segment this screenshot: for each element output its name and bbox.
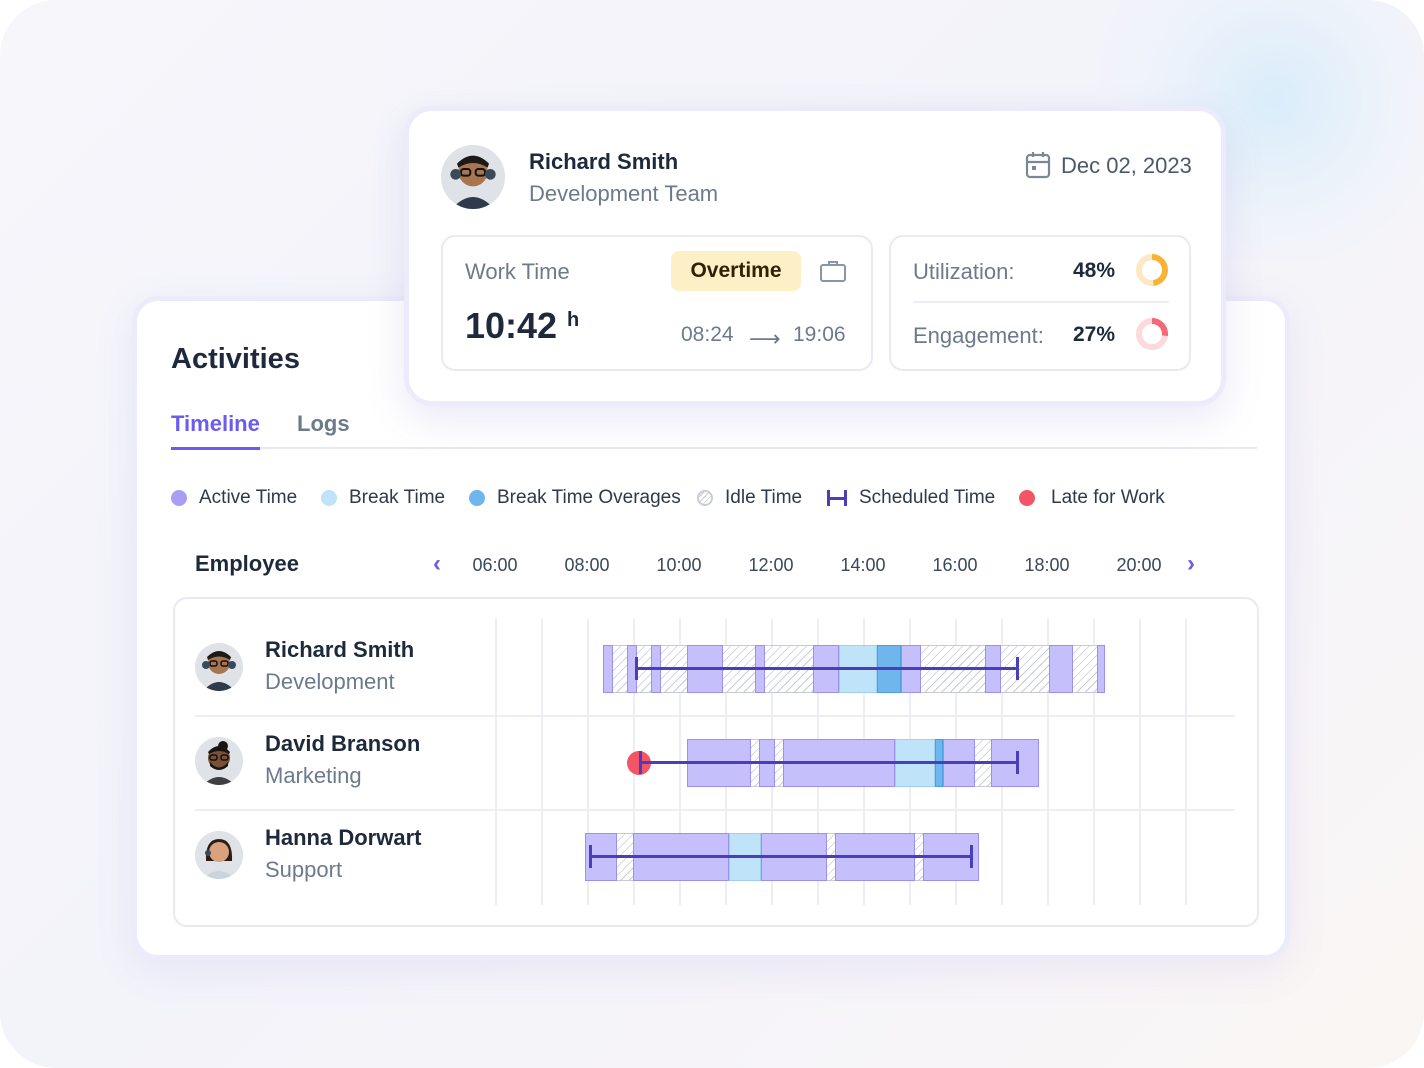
active-time-segment xyxy=(1049,645,1073,693)
employee-name: Richard Smith xyxy=(265,637,415,662)
chevron-right-icon[interactable]: › xyxy=(1187,550,1195,577)
grid-line xyxy=(1047,619,1049,905)
utilization-row: Utilization: 48% xyxy=(913,253,1169,303)
grid-line xyxy=(587,619,589,905)
activities-card: Activities Timeline Logs Active Time Bre… xyxy=(132,296,1290,960)
legend-break-overages: Break Time Overages xyxy=(469,487,681,509)
legend-label: Idle Time xyxy=(725,487,803,508)
employee-department: Development xyxy=(265,669,395,694)
engagement-row: Engagement: 27% xyxy=(913,317,1169,357)
employee-department: Support xyxy=(265,857,343,882)
work-time-box: Work Time Overtime 10:42 h 08:24 ⟶ 19:06 xyxy=(441,235,873,371)
utilization-donut-icon xyxy=(1136,254,1168,286)
timeline-grid: Richard Smith Development xyxy=(173,597,1259,927)
late-for-work-dot-icon xyxy=(1019,490,1035,506)
employee-team: Development Team xyxy=(529,181,719,206)
calendar-icon[interactable] xyxy=(1025,151,1051,179)
scheduled-time-bar xyxy=(589,845,973,868)
grid-line xyxy=(541,619,543,905)
tab-timeline[interactable]: Timeline xyxy=(171,411,260,450)
grid-line xyxy=(1093,619,1095,905)
idle-time-segment xyxy=(1073,645,1097,693)
selected-date[interactable]: Dec 02, 2023 xyxy=(1061,153,1192,178)
grid-line xyxy=(1185,619,1187,905)
legend-idle-time: Idle Time xyxy=(697,487,802,509)
work-time-label: Work Time xyxy=(465,259,570,284)
avatar xyxy=(441,145,505,209)
break-time-dot-icon xyxy=(321,490,337,506)
employee-name: Hanna Dorwart xyxy=(265,825,422,850)
work-time-value: 10:42 xyxy=(465,305,558,346)
break-overages-dot-icon xyxy=(469,490,485,506)
employee-detail-card: Richard Smith Development Team Dec 02, 2… xyxy=(404,106,1226,406)
work-time-unit: h xyxy=(567,309,580,331)
engagement-value: 27% xyxy=(1073,323,1116,346)
employee-name: David Branson xyxy=(265,731,421,756)
work-start-time: 08:24 xyxy=(681,323,734,346)
activities-title: Activities xyxy=(171,343,300,375)
activities-tabs: Timeline Logs xyxy=(171,407,1257,450)
briefcase-icon xyxy=(820,261,846,282)
active-time-segment xyxy=(603,645,613,693)
legend-label: Break Time Overages xyxy=(497,487,681,508)
time-tick: 14:00 xyxy=(840,555,886,575)
avatar xyxy=(195,831,243,879)
active-time-dot-icon xyxy=(171,490,187,506)
utilization-box: Utilization: 48% Engagement: 27% xyxy=(889,235,1191,371)
overtime-badge: Overtime xyxy=(671,251,801,291)
row-divider xyxy=(195,715,1235,717)
scheduled-time-icon xyxy=(827,490,847,506)
tab-logs[interactable]: Logs xyxy=(297,411,350,436)
avatar xyxy=(195,643,243,691)
time-tick: 16:00 xyxy=(932,555,978,575)
chevron-left-icon[interactable]: ‹ xyxy=(433,550,441,577)
legend-active-time: Active Time xyxy=(171,487,297,509)
arrow-right-icon: ⟶ xyxy=(749,326,781,351)
time-tick: 18:00 xyxy=(1024,555,1070,575)
idle-time-dot-icon xyxy=(697,490,713,506)
time-tick: 06:00 xyxy=(472,555,518,575)
employee-department: Marketing xyxy=(265,763,362,788)
engagement-donut-icon xyxy=(1136,318,1168,350)
utilization-label: Utilization: xyxy=(913,259,1015,284)
time-tick: 08:00 xyxy=(564,555,610,575)
scheduled-time-bar xyxy=(635,657,1019,680)
legend-label: Late for Work xyxy=(1051,487,1165,508)
work-end-time: 19:06 xyxy=(793,323,846,346)
avatar xyxy=(195,737,243,785)
grid-line xyxy=(495,619,497,905)
time-tick: 12:00 xyxy=(748,555,794,575)
legend-late-for-work: Late for Work xyxy=(1019,487,1165,509)
time-tick: 20:00 xyxy=(1116,555,1162,575)
employee-column-header: Employee xyxy=(195,551,299,576)
legend-label: Active Time xyxy=(199,487,298,508)
utilization-value: 48% xyxy=(1073,259,1116,282)
scheduled-time-bar xyxy=(639,751,1019,774)
employee-name: Richard Smith xyxy=(529,149,679,174)
legend-break-time: Break Time xyxy=(321,487,445,509)
row-divider xyxy=(195,809,1235,811)
engagement-label: Engagement: xyxy=(913,323,1044,348)
grid-line xyxy=(1139,619,1141,905)
idle-time-segment xyxy=(613,645,627,693)
legend-label: Break Time xyxy=(349,487,446,508)
legend-scheduled-time: Scheduled Time xyxy=(827,487,995,509)
active-time-segment xyxy=(1097,645,1105,693)
time-tick: 10:00 xyxy=(656,555,702,575)
legend-label: Scheduled Time xyxy=(859,487,996,508)
